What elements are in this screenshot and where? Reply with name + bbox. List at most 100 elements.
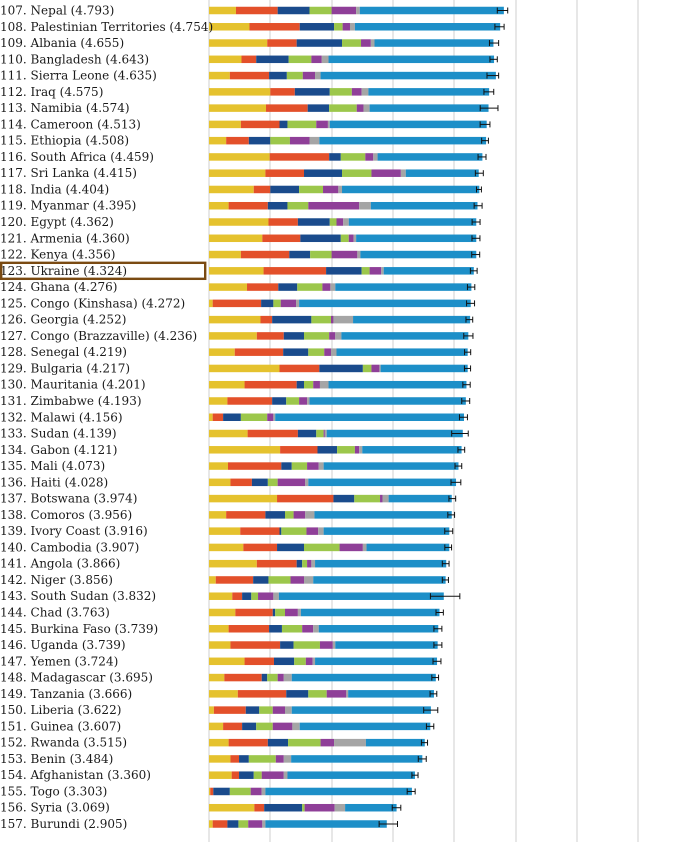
bar-segment-4 (261, 771, 284, 779)
bar-segment-1 (224, 673, 262, 682)
bar-segment-3 (256, 722, 273, 731)
bar-segment-1 (260, 315, 273, 324)
bar-segment-0 (209, 446, 281, 454)
bar-segment-2 (296, 380, 305, 389)
bar-segment-3 (304, 380, 314, 389)
bar-row (209, 283, 476, 291)
bar-segment-4 (272, 706, 286, 714)
country-label: 135. Mali (4.073) (0, 459, 105, 473)
bar-segment-0 (209, 706, 214, 714)
country-label: 137. Botswana (3.974) (0, 492, 137, 506)
bar-segment-4 (361, 39, 371, 47)
bar-segment-0 (209, 218, 269, 226)
bar-segment-0 (209, 494, 278, 503)
bar-row (209, 527, 454, 535)
bar-segment-1 (268, 218, 298, 226)
bar-segment-2 (272, 608, 276, 617)
bar-segment-4 (277, 673, 284, 682)
bar-segment-3 (308, 348, 325, 356)
bar-segment-1 (215, 576, 254, 584)
bar-segment-3 (299, 185, 324, 194)
bar-segment-5 (273, 592, 279, 600)
bar-segment-4 (290, 576, 305, 584)
bar-row (209, 364, 472, 373)
bar-segment-4 (299, 397, 308, 405)
bar-segment-1 (230, 641, 281, 649)
bar-segment-5 (353, 234, 357, 243)
country-label: 153. Benin (3.484) (0, 752, 113, 766)
bar-segment-5 (297, 608, 301, 617)
bar-segment-4 (316, 120, 328, 129)
country-label: 131. Zimbabwe (4.193) (0, 394, 142, 408)
bar-segment-5 (359, 201, 371, 210)
bar-segment-5 (296, 299, 300, 308)
bar-segment-2 (319, 364, 363, 373)
bar-segment-6 (320, 71, 496, 80)
bar-segment-4 (336, 218, 344, 226)
bar-segment-4 (351, 88, 362, 96)
bar-segment-4 (308, 201, 360, 210)
bar-segment-4 (250, 787, 262, 796)
country-label: 157. Burundi (2.905) (0, 817, 127, 831)
bar-segment-4 (248, 820, 263, 828)
bar-segment-5 (305, 478, 309, 487)
bar-segment-5 (292, 722, 300, 731)
bar-segment-1 (228, 462, 282, 470)
bar-segment-6 (299, 299, 471, 308)
country-label: 126. Georgia (4.252) (0, 313, 126, 327)
bar-segment-3 (297, 283, 323, 291)
bar-segment-2 (251, 478, 268, 487)
bar-segment-0 (209, 71, 230, 80)
bar-row (209, 429, 469, 438)
bar-segment-1 (237, 690, 287, 698)
bar-segment-0 (209, 413, 213, 421)
bar-row (209, 88, 495, 96)
bar-segment-1 (280, 446, 318, 454)
bar-segment-5 (315, 71, 321, 80)
bar-segment-5 (307, 397, 310, 405)
bar-segment-5 (334, 738, 366, 747)
country-label: 127. Congo (Brazzaville) (4.236) (0, 329, 197, 343)
bar-segment-3 (251, 592, 259, 600)
bar-segment-3 (329, 218, 337, 226)
bar-row (209, 543, 453, 552)
bar-segment-1 (241, 55, 257, 64)
bar-row (209, 348, 472, 356)
country-label: 128. Senegal (4.219) (0, 345, 127, 359)
bar-segment-5 (334, 803, 346, 812)
country-label: 129. Bulgaria (4.217) (0, 361, 130, 375)
bar-segment-5 (327, 120, 330, 129)
country-label: 143. South Sudan (3.832) (0, 589, 156, 603)
bar-segment-4 (313, 380, 320, 389)
bar-segment-4 (320, 738, 335, 747)
bar-segment-4 (289, 136, 310, 145)
bar-segment-5 (261, 787, 266, 796)
bar-segment-0 (209, 527, 241, 535)
bar-row (209, 592, 461, 600)
bar-row (209, 250, 481, 259)
bar-segment-1 (226, 511, 266, 519)
bar-segment-4 (323, 185, 339, 194)
bar-row (209, 397, 471, 405)
country-label: 116. South Africa (4.459) (0, 150, 154, 164)
bar-segment-1 (254, 803, 265, 812)
bar-segment-5 (349, 23, 355, 31)
bar-segment-6 (348, 218, 477, 226)
bar-segment-0 (209, 478, 231, 487)
bar-row (209, 413, 468, 421)
bar-segment-0 (209, 380, 245, 389)
bar-segment-2 (253, 576, 269, 584)
bar-segment-4 (306, 527, 319, 535)
bar-segment-3 (302, 803, 305, 812)
bar-row (209, 690, 438, 698)
country-label: 133. Sudan (4.139) (0, 427, 117, 441)
bar-segment-1 (212, 299, 262, 308)
bar-segment-6 (366, 543, 450, 552)
bar-segment-1 (263, 267, 327, 275)
bar-segment-3 (288, 738, 321, 747)
bar-segment-5 (361, 88, 369, 96)
bar-segment-5 (283, 771, 288, 779)
bar-segment-5 (332, 641, 336, 649)
bar-segment-6 (342, 185, 480, 194)
bar-segment-6 (319, 136, 487, 145)
